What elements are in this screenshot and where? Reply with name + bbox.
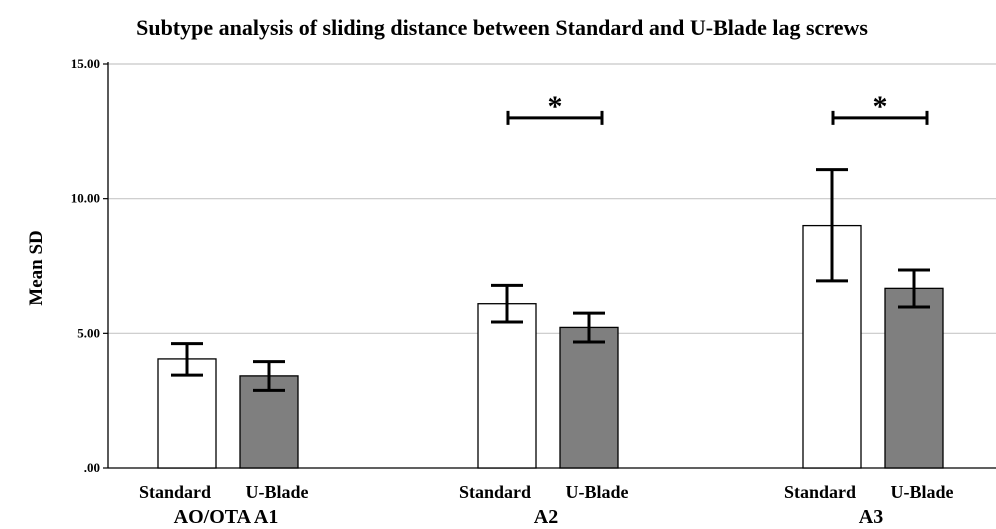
series-label-u-blade: U-Blade [891,482,954,502]
y-axis-label: Mean SD [26,230,47,305]
bar-standard-2 [477,303,537,469]
category-label: A3 [859,506,883,528]
error-bars [171,168,930,392]
y-tick-label: 5.00 [77,325,100,340]
significance-asterisk: * [873,90,888,123]
x-labels: Standard Standard Standard U-Blade U-Blade U-… [139,482,954,528]
bars [157,224,944,469]
significance-asterisk: * [548,90,563,123]
series-label-u-blade: U-Blade [246,482,309,502]
y-tick-label: 15.00 [71,56,100,71]
bar-u-blade-3 [884,287,944,469]
bar-u-blade-2 [559,326,619,469]
y-tick-label: .00 [84,460,100,475]
series-label-u-blade: U-Blade [566,482,629,502]
series-label-standard: Standard [459,482,531,502]
chart-title: Subtype analysis of sliding distance bet… [136,15,868,40]
series-label-standard: Standard [139,482,211,502]
significance-markers: * * [506,90,929,125]
series-label-standard: Standard [784,482,856,502]
bar-standard-1 [157,358,217,469]
category-label: A2 [534,506,558,528]
category-label: AO/OTA A1 [174,506,279,528]
y-tick-label: 10.00 [71,191,100,206]
